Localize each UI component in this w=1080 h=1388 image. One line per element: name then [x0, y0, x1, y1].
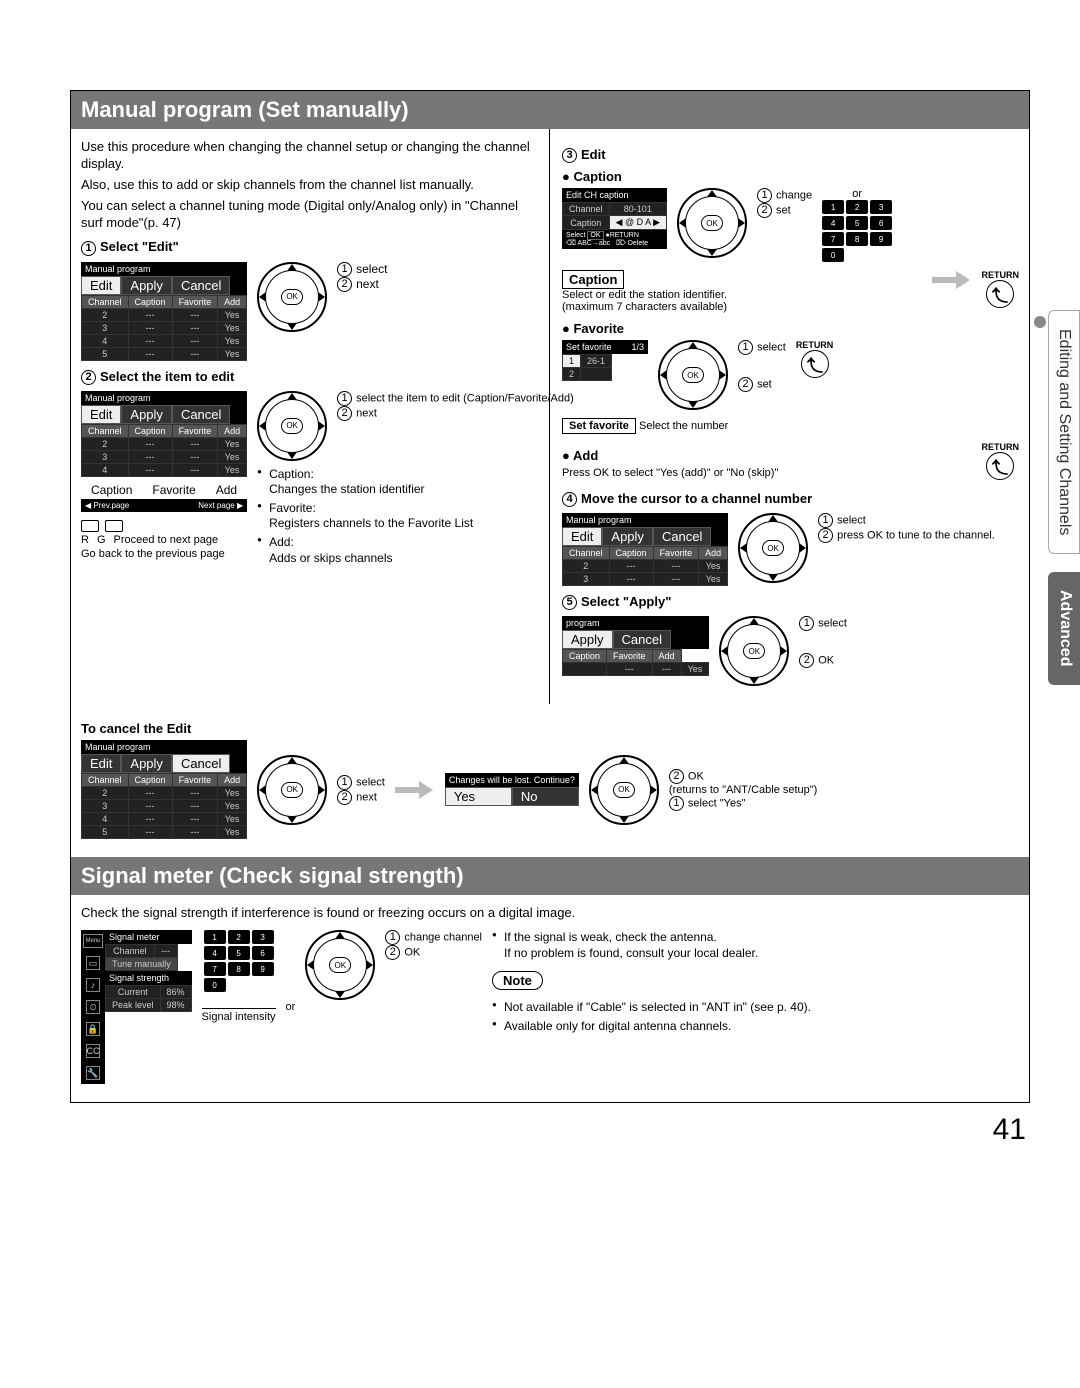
- step-2-badge: 2: [81, 370, 96, 385]
- ui-program-5: program Apply Cancel CaptionFavoriteAdd …: [562, 616, 709, 676]
- dpad-icon: OK: [257, 755, 327, 825]
- ui-manual-program-2: Manual program Edit Apply Cancel Channel…: [81, 391, 247, 477]
- ui-confirm-dialog: Changes will be lost. Continue? Yes No: [445, 773, 579, 806]
- sm-intro: Check the signal strength if interferenc…: [81, 905, 1019, 922]
- arrow-right-icon: [395, 780, 435, 800]
- ui-set-favorite: Set favorite 1/3 126-1 2: [562, 340, 648, 381]
- number-keypad-icon: 1234567890: [822, 200, 892, 262]
- side-tabs: Editing and Setting Channels Advanced: [1048, 310, 1080, 685]
- dpad-icon: OK: [257, 262, 327, 332]
- dpad-icon: OK: [738, 513, 808, 583]
- step-1-badge: 1: [81, 241, 96, 256]
- step-2-title: Select the item to edit: [100, 369, 234, 384]
- mp-intro-2: Also, use this to add or skip channels f…: [81, 177, 539, 194]
- page-number: 41: [70, 1103, 1030, 1147]
- side-tab-advanced: Advanced: [1048, 572, 1080, 684]
- cancel-edit-heading: To cancel the Edit: [81, 721, 1019, 736]
- ui-manual-program-cancel: Manual program Edit Apply Cancel Channel…: [81, 740, 247, 839]
- dpad-icon: OK: [719, 616, 789, 686]
- signal-meter-header: Signal meter (Check signal strength): [71, 857, 1029, 895]
- ui-manual-program-4: Manual program Edit Apply Cancel Channel…: [562, 513, 728, 586]
- ui-edit-caption: Edit CH caption Channel80-101 Caption◀ @…: [562, 188, 667, 249]
- osd-menu-bar: Menu ▭♪⏲🔒CC🔧: [81, 930, 105, 1084]
- number-keypad-icon: 1234567890: [204, 930, 274, 992]
- dpad-icon: OK: [589, 755, 659, 825]
- side-tab-editing: Editing and Setting Channels: [1048, 310, 1080, 554]
- step-1-title: Select "Edit": [100, 239, 179, 254]
- return-icon: [986, 280, 1014, 308]
- mp-intro-3: You can select a channel tuning mode (Di…: [81, 198, 539, 232]
- note-badge: Note: [492, 971, 543, 990]
- step-4-title: Move the cursor to a channel number: [581, 491, 812, 506]
- step-5-title: Select "Apply": [581, 594, 671, 609]
- dpad-icon: OK: [658, 340, 728, 410]
- return-icon: [801, 350, 829, 378]
- step-5-badge: 5: [562, 595, 577, 610]
- return-icon: [986, 452, 1014, 480]
- dpad-icon: OK: [257, 391, 327, 461]
- ui-signal-meter: Signal meter Channel--- Tune manually Si…: [105, 930, 192, 1084]
- step-3-title: Edit: [581, 147, 606, 162]
- ui-manual-program-1: Manual program Edit Apply Cancel Channel…: [81, 262, 247, 361]
- side-dot: [1034, 316, 1046, 328]
- mp-intro-1: Use this procedure when changing the cha…: [81, 139, 539, 173]
- caption-box: Caption: [562, 270, 624, 289]
- step-3-badge: 3: [562, 148, 577, 163]
- step1-annotation: 1select 2next: [337, 262, 387, 293]
- dpad-icon: OK: [305, 930, 375, 1000]
- manual-program-header: Manual program (Set manually): [71, 91, 1029, 129]
- dpad-icon: OK: [677, 188, 747, 258]
- main-frame: Manual program (Set manually) Use this p…: [70, 90, 1030, 1103]
- arrow-right-icon: [932, 270, 972, 290]
